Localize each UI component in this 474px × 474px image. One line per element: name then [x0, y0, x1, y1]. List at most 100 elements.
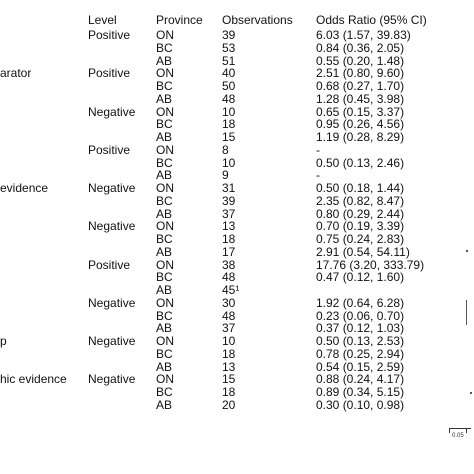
group-label: p	[0, 334, 7, 348]
axis-tick-label: 0.05	[452, 433, 464, 439]
observations-cell: 18	[222, 385, 236, 399]
province-cell: BC	[156, 308, 173, 323]
province-cell: AB	[156, 168, 173, 183]
observations-cell: 13	[222, 359, 236, 374]
odds-ratio-cell: 17.76 (3.20, 333.79)	[316, 257, 425, 272]
header-odds-ratio: Odds Ratio (95% CI)	[316, 13, 427, 27]
province-cell: BC	[156, 155, 173, 170]
level-cell: Positive	[88, 142, 131, 157]
level-cell: Positive	[88, 257, 131, 272]
province-cell: AB	[156, 53, 173, 68]
province-cell: ON	[156, 257, 174, 272]
observations-cell: 37	[222, 321, 236, 336]
province-cell: BC	[156, 385, 173, 399]
province-cell: BC	[156, 232, 173, 246]
odds-ratio-cell: 0.55 (0.20, 1.48)	[316, 53, 405, 68]
odds-ratio-cell: -	[316, 142, 320, 157]
odds-ratio-cell: 0.50 (0.13, 2.46)	[316, 155, 405, 170]
level-cell: Negative	[88, 181, 136, 195]
odds-ratio-cell: -	[316, 168, 320, 183]
province-cell: BC	[156, 79, 173, 93]
odds-ratio-cell: 0.50 (0.18, 1.44)	[316, 181, 405, 195]
odds-ratio-cell: 0.68 (0.27, 1.70)	[316, 79, 405, 93]
province-cell: AB	[156, 91, 173, 106]
province-cell: ON	[156, 104, 174, 119]
odds-ratio-cell: 0.37 (0.12, 1.03)	[316, 321, 405, 336]
axis-tick	[466, 428, 467, 433]
observations-cell: 10	[222, 155, 236, 170]
odds-ratio-cell: 0.84 (0.36, 2.05)	[316, 40, 405, 55]
province-cell: AB	[156, 321, 173, 336]
odds-ratio-cell: 0.65 (0.15, 3.37)	[316, 104, 405, 119]
observations-cell: 51	[222, 53, 236, 68]
level-cell: Negative	[88, 372, 136, 387]
observations-cell: 8	[222, 142, 229, 157]
observations-cell: 18	[222, 346, 236, 361]
province-cell: BC	[156, 270, 173, 285]
level-cell: Negative	[88, 219, 136, 234]
level-cell: Negative	[88, 334, 136, 348]
observations-cell: 53	[222, 40, 236, 55]
odds-ratio-cell: 0.75 (0.24, 2.83)	[316, 232, 405, 246]
observations-cell: 39	[222, 28, 236, 42]
level-cell: Negative	[88, 295, 136, 310]
odds-ratio-cell: 0.78 (0.25, 2.94)	[316, 346, 405, 361]
group-label: evidence	[0, 181, 49, 195]
province-cell: BC	[156, 40, 173, 55]
province-cell: AB	[156, 397, 173, 412]
observations-cell: 15	[222, 372, 236, 387]
province-cell: AB	[156, 359, 173, 374]
header-observations: Observations	[222, 13, 293, 27]
odds-ratio-cell: 1.92 (0.64, 6.28)	[316, 295, 405, 310]
odds-ratio-cell: 1.28 (0.45, 3.98)	[316, 91, 405, 106]
observations-cell: 15	[222, 130, 236, 144]
observations-cell: 48	[222, 270, 236, 285]
axis-line	[449, 428, 471, 429]
province-cell: ON	[156, 142, 174, 157]
province-cell: ON	[156, 66, 174, 81]
observations-cell: 31	[222, 181, 236, 195]
province-cell: ON	[156, 28, 174, 42]
observations-cell: 9	[222, 168, 229, 183]
odds-ratio-cell: 0.88 (0.24, 4.17)	[316, 372, 405, 387]
odds-ratio-cell: 0.95 (0.26, 4.56)	[316, 117, 405, 132]
odds-ratio-cell: 2.51 (0.80, 9.60)	[316, 66, 405, 81]
province-cell: ON	[156, 295, 174, 310]
odds-ratio-cell: 0.70 (0.19, 3.39)	[316, 219, 405, 234]
odds-ratio-cell: 0.47 (0.12, 1.60)	[316, 270, 405, 285]
observations-cell: 38	[222, 257, 236, 272]
province-cell: ON	[156, 372, 174, 387]
level-cell: Positive	[88, 66, 131, 81]
observations-cell: 45¹	[222, 283, 240, 297]
observations-cell: 48	[222, 308, 236, 323]
observations-cell: 17	[222, 244, 236, 259]
axis-tick	[449, 428, 450, 433]
odds-ratio-cell: 0.30 (0.10, 0.98)	[316, 397, 405, 412]
province-cell: AB	[156, 130, 173, 144]
header-level: Level	[88, 13, 117, 27]
observations-cell: 10	[222, 334, 236, 348]
province-cell: ON	[156, 181, 174, 195]
odds-ratio-cell: 0.50 (0.13, 2.53)	[316, 334, 405, 348]
odds-ratio-cell: 2.91 (0.54, 54.11)	[316, 244, 410, 259]
province-cell: AB	[156, 206, 173, 221]
observations-cell: 18	[222, 117, 236, 132]
reference-line	[466, 300, 467, 325]
province-cell: ON	[156, 334, 174, 348]
province-cell: BC	[156, 117, 173, 132]
level-cell: Positive	[88, 28, 131, 42]
observations-cell: 13	[222, 219, 236, 234]
province-cell: BC	[156, 346, 173, 361]
header-province: Province	[156, 13, 203, 27]
odds-ratio-cell: 6.03 (1.57, 39.83)	[316, 28, 411, 42]
observations-cell: 37	[222, 206, 236, 221]
observations-cell: 50	[222, 79, 236, 93]
observations-cell: 39	[222, 193, 236, 208]
odds-ratio-cell: 0.23 (0.06, 0.70)	[316, 308, 405, 323]
plot-mark	[470, 392, 472, 394]
observations-cell: 30	[222, 295, 236, 310]
level-cell: Negative	[88, 104, 136, 119]
province-cell: AB	[156, 283, 173, 297]
observations-cell: 20	[222, 397, 236, 412]
observations-cell: 40	[222, 66, 236, 81]
